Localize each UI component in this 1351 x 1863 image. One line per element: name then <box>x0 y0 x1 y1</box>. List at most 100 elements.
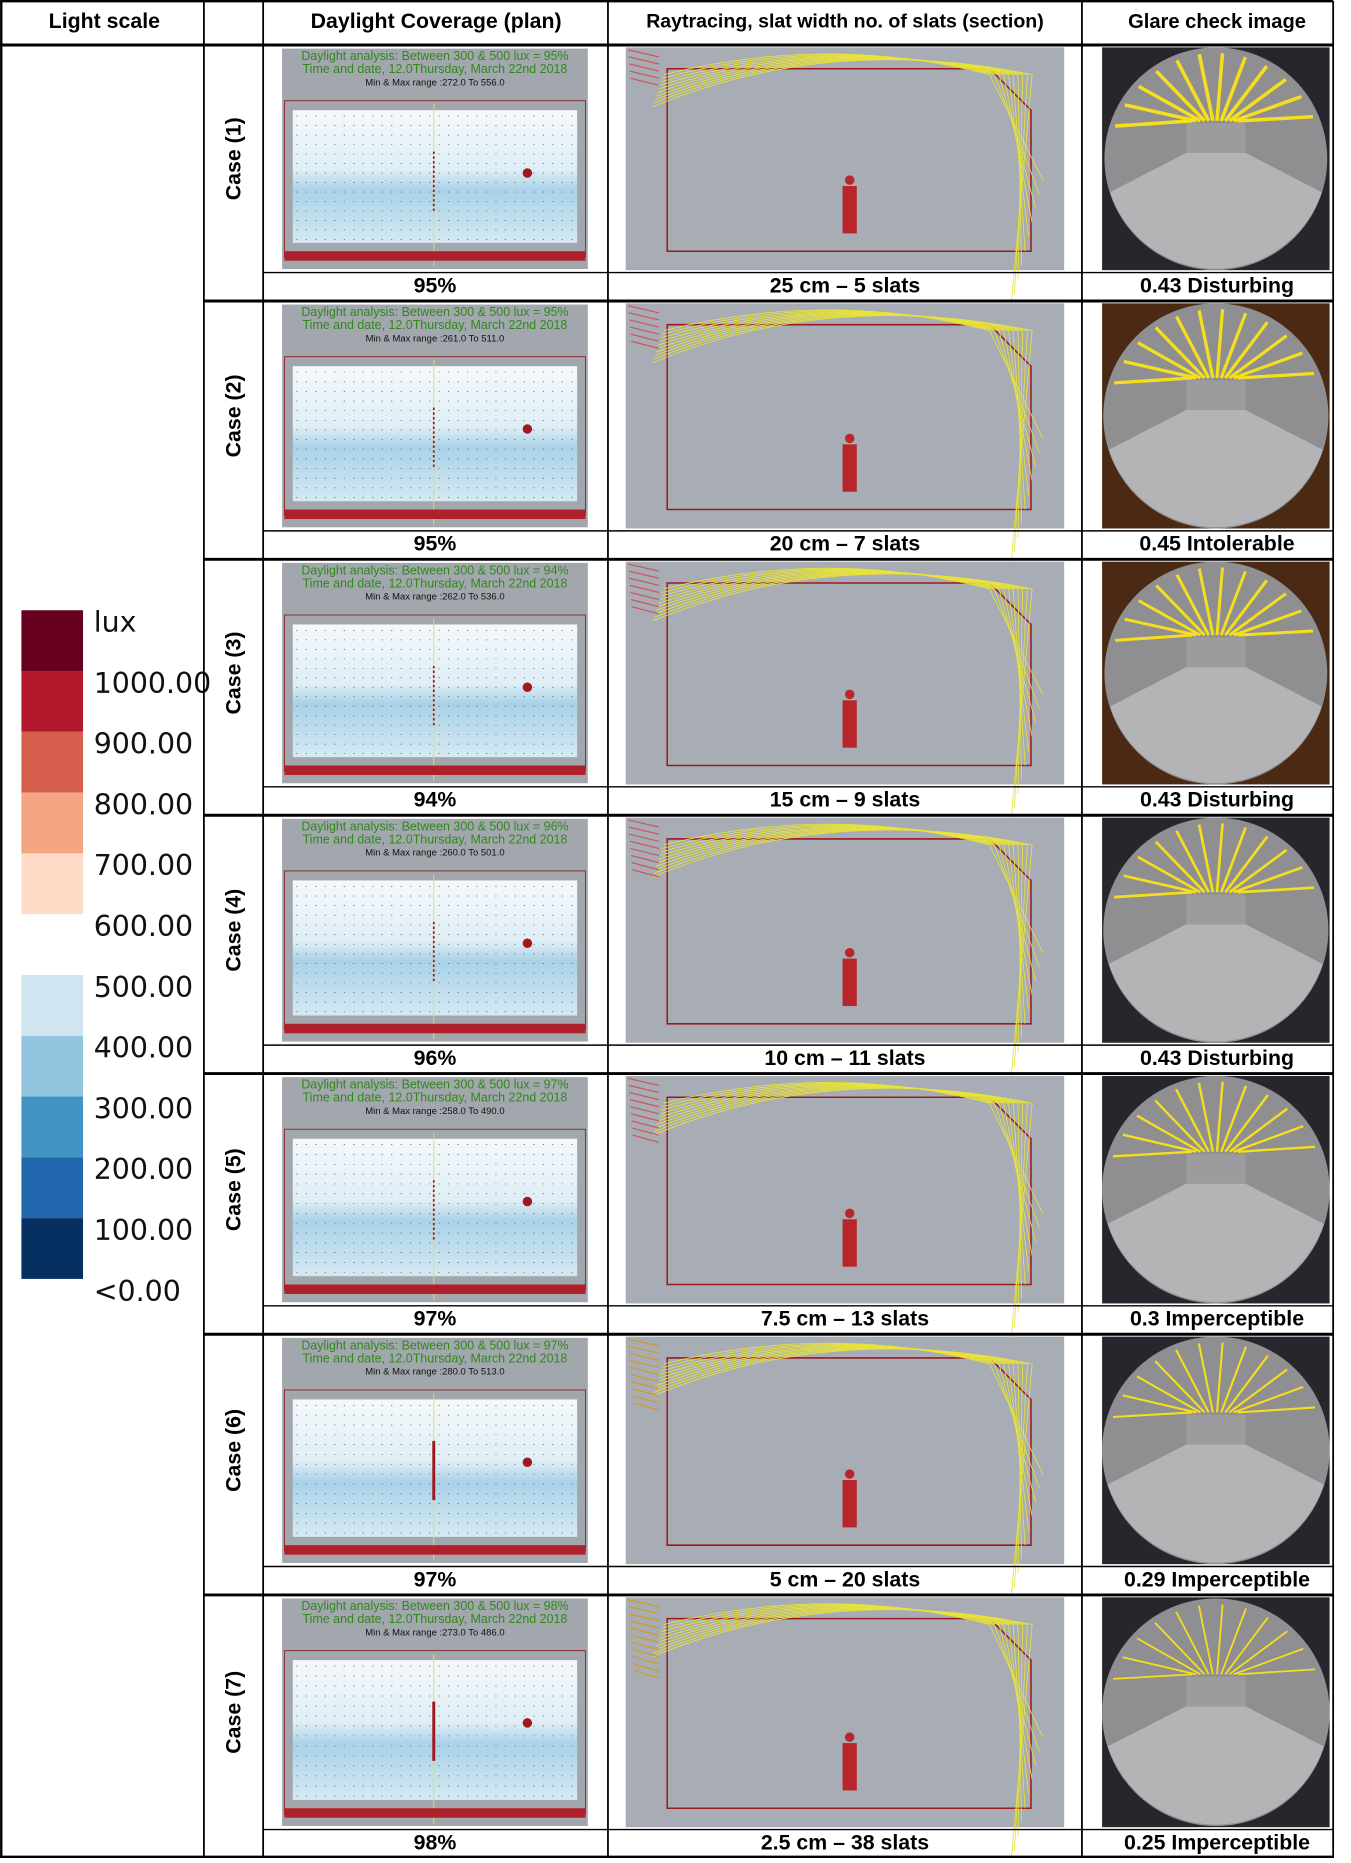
section-image <box>626 47 1064 308</box>
glare-image <box>1102 47 1330 270</box>
case-label: Case (4) <box>221 889 245 972</box>
slats: 20 cm – 7 slats <box>770 532 920 556</box>
glare-end <box>1186 1154 1245 1184</box>
plan-figure <box>523 1718 532 1727</box>
case-label: Case (2) <box>221 374 245 457</box>
section-person <box>843 959 857 1006</box>
section-person <box>843 1219 857 1266</box>
slats: 2.5 cm – 38 slats <box>761 1830 929 1854</box>
plan-text: Time and date, 12.0Thursday, March 22nd … <box>303 832 568 846</box>
plan-figure <box>523 424 532 433</box>
case-label: Case (6) <box>221 1409 245 1492</box>
scale-label: 700.00 <box>94 849 193 882</box>
glare-end <box>1186 1415 1245 1445</box>
plan-figure <box>523 938 532 947</box>
plan-window <box>284 1808 585 1817</box>
glare-value: 0.29 Imperceptible <box>1124 1567 1310 1591</box>
plan-figure <box>523 1197 532 1206</box>
plan-text: Min & Max range :258.0 To 490.0 <box>365 1106 504 1117</box>
scale-swatch <box>21 975 83 1036</box>
plan-window <box>284 251 585 260</box>
section-person <box>843 1480 857 1527</box>
slats: 5 cm – 20 slats <box>770 1567 920 1591</box>
slats: 7.5 cm – 13 slats <box>761 1307 929 1331</box>
section-head <box>845 948 854 957</box>
plan-text: Daylight analysis: Between 300 & 500 lux… <box>301 563 568 577</box>
plan-text: Time and date, 12.0Thursday, March 22nd … <box>303 1091 568 1105</box>
scale-swatch <box>21 793 83 854</box>
slats: 10 cm – 11 slats <box>764 1046 925 1070</box>
section-person <box>843 1743 857 1790</box>
plan-grid <box>293 1139 577 1276</box>
plan-grid <box>293 110 577 243</box>
plan-text: Min & Max range :280.0 To 513.0 <box>365 1367 504 1378</box>
scale-swatch <box>21 732 83 793</box>
scale-label: 400.00 <box>94 1032 193 1065</box>
glare-image <box>1102 818 1330 1043</box>
plan-text: Time and date, 12.0Thursday, March 22nd … <box>303 576 568 590</box>
section-head <box>845 1209 854 1218</box>
slats: 25 cm – 5 slats <box>770 273 920 297</box>
coverage: 94% <box>414 788 457 812</box>
coverage: 95% <box>414 273 457 297</box>
coverage: 97% <box>414 1567 457 1591</box>
slats: 15 cm – 9 slats <box>770 788 920 812</box>
plan-text: Min & Max range :272.0 To 556.0 <box>365 77 504 88</box>
glare-end <box>1186 380 1245 410</box>
scale-label: 800.00 <box>94 788 193 821</box>
plan-text: Daylight analysis: Between 300 & 500 lux… <box>301 1338 568 1352</box>
plan-text: Min & Max range :261.0 To 511.0 <box>366 333 505 344</box>
glare-value: 0.43 Disturbing <box>1140 273 1294 297</box>
glare-value: 0.45 Intolerable <box>1139 532 1294 556</box>
scale-swatch <box>21 914 83 975</box>
section-bg <box>626 303 1064 528</box>
glare-value: 0.43 Disturbing <box>1140 788 1294 812</box>
section-image <box>626 303 1064 566</box>
scale-swatch <box>21 671 83 732</box>
plan-figure <box>523 1457 532 1466</box>
glare-end <box>1186 123 1245 153</box>
plan-text: Min & Max range :260.0 To 501.0 <box>365 848 504 859</box>
scale-label: 300.00 <box>94 1092 193 1125</box>
plan-window <box>284 510 585 519</box>
glare-end <box>1186 1677 1245 1707</box>
header-cell: Raytracing, slat width no. of slats (sec… <box>646 11 1044 33</box>
coverage: 96% <box>414 1046 457 1070</box>
glare-end <box>1186 638 1245 668</box>
section-bg <box>626 562 1064 785</box>
scale-swatch <box>21 1218 83 1279</box>
plan-text: Time and date, 12.0Thursday, March 22nd … <box>303 1612 568 1626</box>
scale-label: 100.00 <box>94 1214 193 1247</box>
scale-swatch <box>21 610 83 671</box>
section-image <box>626 1597 1064 1858</box>
scale-swatch <box>21 1036 83 1097</box>
case-label: Case (3) <box>221 632 245 715</box>
figure-table: Light scale Daylight Coverage (plan) Ray… <box>0 0 1351 1858</box>
scale-swatch <box>21 1157 83 1218</box>
scale-label: 1000.00 <box>94 667 212 700</box>
glare-value: 0.3 Imperceptible <box>1130 1307 1304 1331</box>
plan-text: Min & Max range :262.0 To 536.0 <box>365 592 504 603</box>
header-cell: Glare check image <box>1128 11 1306 33</box>
section-image <box>626 562 1064 823</box>
scale-label: 900.00 <box>94 728 193 761</box>
plan-text: Daylight analysis: Between 300 & 500 lux… <box>301 49 568 63</box>
scale-label: 500.00 <box>94 971 193 1004</box>
scale-label: 200.00 <box>94 1153 193 1186</box>
plan-window <box>284 1024 585 1033</box>
plan-text: Min & Max range :273.0 To 486.0 <box>365 1627 504 1638</box>
plan-text: Time and date, 12.0Thursday, March 22nd … <box>303 318 568 332</box>
plan-text: Daylight analysis: Between 300 & 500 lux… <box>301 819 568 833</box>
section-person <box>843 444 857 491</box>
plan-text: Daylight analysis: Between 300 & 500 lux… <box>301 1599 568 1613</box>
case-label: Case (7) <box>221 1671 245 1754</box>
section-bg <box>626 818 1064 1043</box>
plan-text: Time and date, 12.0Thursday, March 22nd … <box>303 62 568 76</box>
section-person <box>843 186 857 233</box>
glare-image <box>1102 1076 1330 1304</box>
glare-image <box>1102 1597 1330 1827</box>
section-bg <box>626 47 1064 270</box>
scale-label: <0.00 <box>94 1275 181 1308</box>
scale-unit: lux <box>94 605 137 638</box>
section-image <box>626 818 1064 1081</box>
